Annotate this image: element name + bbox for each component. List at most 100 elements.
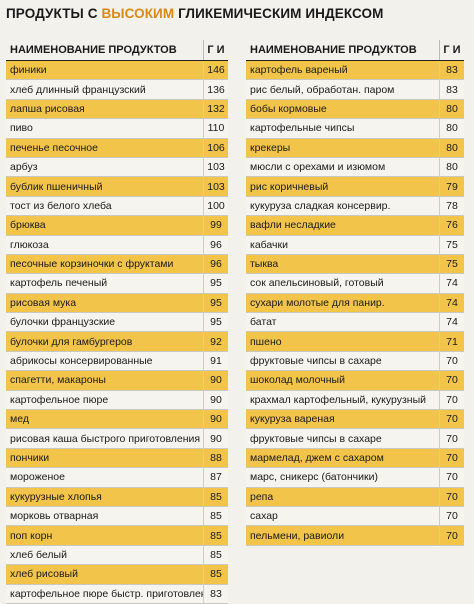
table-row: сахар 70 <box>246 506 464 527</box>
product-name: спагетти, макароны <box>10 374 106 387</box>
table-row: картофель печеный 95 <box>6 274 228 294</box>
gi-value: 96 <box>203 254 228 274</box>
column-header-gi: Г И <box>203 40 228 60</box>
table-row: морковь отварная 85 <box>6 506 228 527</box>
table-row: спагетти, макароны 90 <box>6 371 228 391</box>
gi-value: 91 <box>203 351 228 371</box>
table-row: абрикосы консервированные 91 <box>6 351 228 372</box>
right-table-body: картофель вареный 83 рис белый, обработан.… <box>246 61 464 546</box>
product-name: хлеб белый <box>10 548 67 561</box>
product-name: вафли несладкие <box>250 219 336 232</box>
table-row: бублик пшеничный 103 <box>6 177 228 197</box>
table-row: рис коричневый 79 <box>246 177 464 197</box>
table-row: картофель вареный 83 <box>246 61 464 81</box>
table-row: рисовая мука 95 <box>6 293 228 314</box>
gi-value: 70 <box>439 371 464 390</box>
table-row: хлеб рисовый 85 <box>6 565 228 585</box>
product-name: морковь отварная <box>10 510 99 523</box>
product-name: тост из белого хлеба <box>10 199 112 212</box>
product-name: крекеры <box>250 141 291 154</box>
table-row: брюква 99 <box>6 216 228 236</box>
product-name: лапша рисовая <box>10 102 85 115</box>
gi-value: 79 <box>439 177 464 196</box>
gi-value: 90 <box>203 371 228 390</box>
gi-value: 95 <box>203 274 228 293</box>
table-row: кукуруза вареная 70 <box>246 410 464 430</box>
gi-value: 92 <box>203 332 228 351</box>
product-name: кабачки <box>250 238 288 251</box>
table-row: кабачки 75 <box>246 235 464 255</box>
gi-value: 75 <box>439 254 464 274</box>
product-name: рисовая каша быстрого приготовления <box>10 432 201 445</box>
table-row: рис белый, обработан. паром 83 <box>246 80 464 100</box>
product-name: хлеб длинный французский <box>10 83 146 96</box>
gi-value: 85 <box>203 565 228 584</box>
product-name: пшено <box>250 335 282 348</box>
gi-value: 83 <box>439 61 464 80</box>
gi-value: 136 <box>203 80 228 99</box>
table-row: кукурузные хлопья 85 <box>6 487 228 507</box>
product-name: тыква <box>250 258 279 271</box>
table-row: пельмени, равиоли 70 <box>246 526 464 546</box>
table-row: хлеб белый 85 <box>6 545 228 566</box>
gi-value: 74 <box>439 313 464 332</box>
gi-value: 74 <box>439 274 464 293</box>
table-row: картофельное пюре быстр. приготовления 83 <box>6 584 228 604</box>
table-row: песочные корзиночки с фруктами 96 <box>6 254 228 275</box>
table-row: мармелад, джем с сахаром 70 <box>246 448 464 469</box>
title-highlight: ВЫСОКИМ <box>101 6 175 21</box>
table-header: НАИМЕНОВАНИЕ ПРОДУКТОВ Г И <box>246 40 464 61</box>
gi-value: 70 <box>439 429 464 448</box>
product-name: сухари молотые для панир. <box>250 296 385 309</box>
left-gi-table: НАИМЕНОВАНИЕ ПРОДУКТОВ Г И финики 146 хлеб… <box>6 40 228 604</box>
gi-value: 70 <box>439 448 464 468</box>
product-name: кукуруза вареная <box>250 413 335 426</box>
gi-value: 76 <box>439 216 464 235</box>
product-name: крахмал картофельный, кукурузный <box>250 393 427 406</box>
title-suffix: ГЛИКЕМИЧЕСКИМ ИНДЕКСОМ <box>178 6 384 21</box>
table-row: лапша рисовая 132 <box>6 99 228 120</box>
table-row: тыква 75 <box>246 254 464 275</box>
product-name: песочные корзиночки с фруктами <box>10 258 174 271</box>
table-row: мюсли с орехами и изюмом 80 <box>246 157 464 178</box>
table-row: финики 146 <box>6 61 228 81</box>
gi-value: 70 <box>439 526 464 545</box>
gi-value: 90 <box>203 390 228 410</box>
gi-value: 70 <box>439 487 464 506</box>
title-prefix: ПРОДУКТЫ С <box>6 6 98 21</box>
product-name: картофель вареный <box>250 64 348 77</box>
product-name: кукурузные хлопья <box>10 490 102 503</box>
gi-value: 83 <box>439 80 464 99</box>
right-gi-table: НАИМЕНОВАНИЕ ПРОДУКТОВ Г И картофель вар… <box>246 40 464 546</box>
product-name: глюкоза <box>10 238 49 251</box>
gi-value: 87 <box>203 468 228 487</box>
table-row: поп корн 85 <box>6 526 228 546</box>
product-name: арбуз <box>10 161 38 174</box>
table-row: глюкоза 96 <box>6 235 228 255</box>
table-row: марс, сникерс (батончики) 70 <box>246 468 464 488</box>
page-title: ПРОДУКТЫ С ВЫСОКИМ ГЛИКЕМИЧЕСКИМ ИНДЕКСО… <box>6 6 383 21</box>
table-row: печенье песочное 106 <box>6 138 228 158</box>
gi-value: 71 <box>439 332 464 351</box>
column-header-name: НАИМЕНОВАНИЕ ПРОДУКТОВ <box>250 44 417 56</box>
table-row: рисовая каша быстрого приготовления 90 <box>6 429 228 449</box>
gi-value: 70 <box>439 506 464 526</box>
gi-value: 70 <box>439 468 464 487</box>
product-name: хлеб рисовый <box>10 568 78 581</box>
gi-value: 70 <box>439 351 464 371</box>
gi-value: 110 <box>203 119 228 138</box>
product-name: поп корн <box>10 529 53 542</box>
product-name: пельмени, равиоли <box>250 529 345 542</box>
product-name: сахар <box>250 510 278 523</box>
table-row: сок апельсиновый, готовый 74 <box>246 274 464 294</box>
product-name: батат <box>250 316 277 329</box>
gi-value: 80 <box>439 119 464 138</box>
gi-value: 146 <box>203 61 228 80</box>
product-name: бобы кормовые <box>250 102 327 115</box>
gi-value: 85 <box>203 526 228 545</box>
table-row: батат 74 <box>246 313 464 333</box>
product-name: кукуруза сладкая консервир. <box>250 199 391 212</box>
table-row: мороженое 87 <box>6 468 228 488</box>
table-row: арбуз 103 <box>6 157 228 178</box>
gi-value: 95 <box>203 293 228 313</box>
